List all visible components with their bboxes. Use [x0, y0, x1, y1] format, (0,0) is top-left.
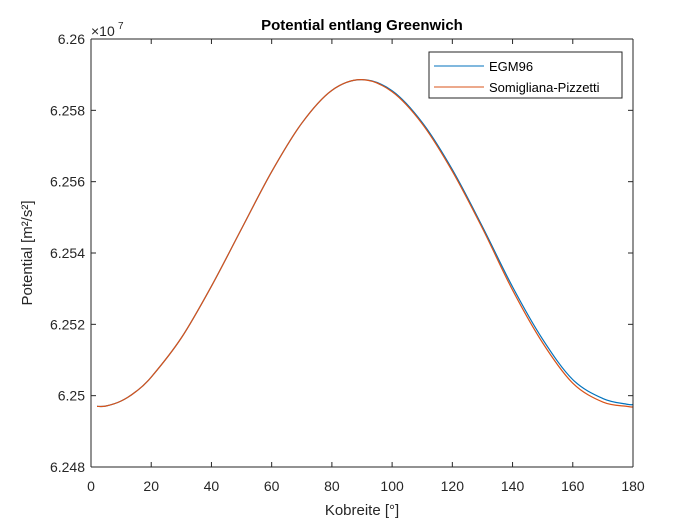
y-tick-label: 6.26: [58, 31, 85, 47]
x-tick-label: 80: [324, 478, 340, 494]
x-tick-label: 0: [87, 478, 95, 494]
x-axis-label: Kobreite [°]: [325, 502, 399, 519]
exponent-base: ×10: [91, 23, 115, 39]
x-tick-label: 180: [621, 478, 645, 494]
x-tick-label: 140: [501, 478, 525, 494]
x-ticks: 0 20 40 60 80 100 120 140 160 180: [87, 39, 645, 494]
exponent-label: ×10 7: [91, 21, 124, 39]
y-ticks: 6.248 6.25 6.252 6.254 6.256 6.258 6.26: [50, 31, 633, 475]
legend-box: [428, 51, 623, 99]
y-tick-label: 6.252: [50, 316, 85, 332]
y-tick-label: 6.258: [50, 102, 85, 118]
y-tick-label: 6.256: [50, 174, 85, 190]
y-tick-label: 6.254: [50, 245, 85, 261]
legend: EGM96 Somigliana-Pizzetti: [428, 51, 623, 99]
series-layer: [96, 79, 634, 408]
legend-label-egm96: EGM96: [489, 59, 533, 74]
y-axis-label: Potential [m²/s²]: [19, 200, 36, 305]
x-tick-label: 120: [441, 478, 465, 494]
x-tick-label: 40: [204, 478, 220, 494]
exponent-power: 7: [118, 21, 124, 32]
y-tick-label: 6.248: [50, 459, 85, 475]
legend-label-somigliana-pizzetti: Somigliana-Pizzetti: [489, 80, 600, 95]
x-tick-label: 20: [143, 478, 159, 494]
x-tick-label: 160: [561, 478, 585, 494]
series-line-somigliana-pizzetti: [96, 79, 634, 408]
x-tick-label: 100: [380, 478, 404, 494]
plot-area: [91, 39, 633, 467]
y-tick-label: 6.25: [58, 388, 85, 404]
x-tick-label: 60: [264, 478, 280, 494]
chart-title: Potential entlang Greenwich: [261, 17, 463, 34]
